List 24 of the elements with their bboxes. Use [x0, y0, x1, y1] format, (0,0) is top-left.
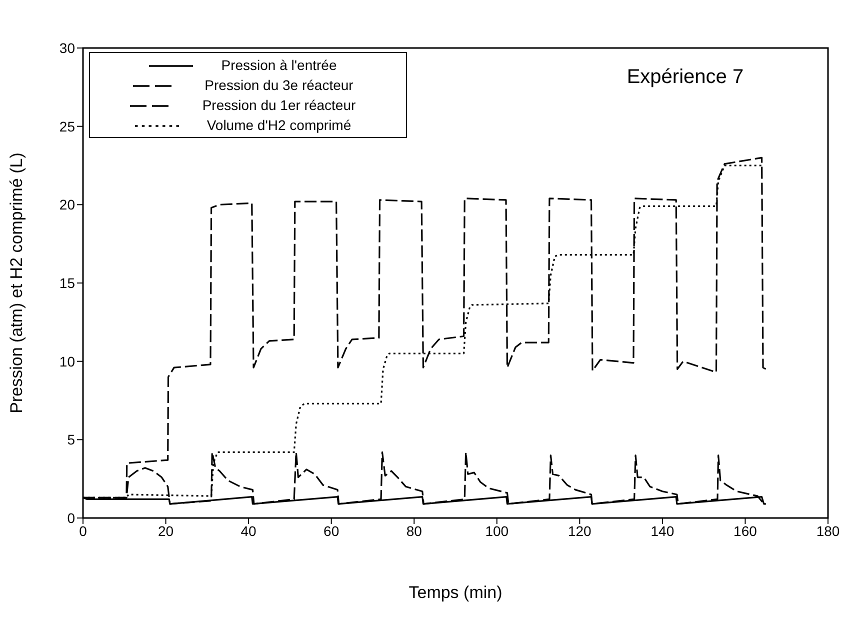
- x-tick-label: 60: [324, 522, 340, 539]
- y-tick-label: 25: [59, 118, 76, 134]
- legend-label: Pression à l'entrée: [221, 57, 337, 73]
- x-tick-label: 0: [79, 522, 88, 539]
- y-tick-label: 0: [67, 510, 76, 526]
- x-tick-label: 100: [485, 522, 509, 539]
- y-tick-label: 20: [59, 196, 76, 213]
- x-tick-label: 180: [816, 522, 840, 539]
- x-tick-label: 160: [734, 522, 758, 539]
- y-tick-label: 15: [59, 274, 76, 291]
- x-tick-label: 80: [406, 522, 422, 539]
- legend-label: Pression du 3e réacteur: [204, 77, 354, 93]
- legend-label: Pression du 1er réacteur: [202, 97, 356, 113]
- x-tick-label: 120: [568, 522, 592, 539]
- x-tick-label: 140: [650, 522, 674, 539]
- y-tick-label: 10: [59, 353, 76, 370]
- x-axis-title: Temps (min): [408, 583, 502, 602]
- legend-label: Volume d'H2 comprimé: [206, 117, 352, 133]
- y-axis-title: Pression (atm) et H2 comprimé (L): [7, 152, 26, 414]
- x-tick-label: 40: [240, 522, 257, 539]
- x-tick-label: 20: [158, 522, 174, 539]
- y-tick-label: 30: [59, 40, 76, 56]
- y-tick-label: 5: [67, 432, 76, 448]
- annotation: Expérience 7: [626, 66, 744, 88]
